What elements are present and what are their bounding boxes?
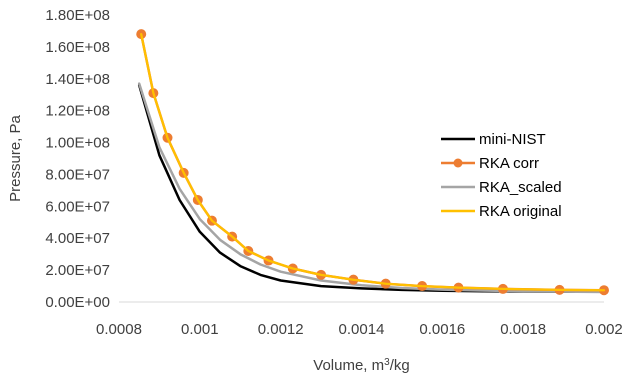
x-tick-label: 0.001: [181, 321, 219, 338]
y-tick-label: 0.00E+00: [45, 294, 110, 311]
y-tick-label: 1.80E+08: [45, 7, 110, 24]
y-tick-label: 1.40E+08: [45, 71, 110, 88]
x-tick-label: 0.0008: [96, 321, 142, 338]
y-tick-label: 6.00E+07: [45, 198, 110, 215]
y-axis-ticks: 0.00E+00 2.00E+07 4.00E+07 6.00E+07 8.00E+07…: [45, 7, 110, 311]
y-tick-label: 1.00E+08: [45, 135, 110, 152]
x-tick-label: 0.0018: [500, 321, 546, 338]
series-layer: [136, 29, 609, 296]
series-rka-original: [140, 32, 606, 292]
series-line: [140, 32, 606, 292]
legend-item: RKA corr: [441, 155, 539, 172]
y-tick-label: 2.00E+07: [45, 262, 110, 279]
legend-label: RKA corr: [479, 155, 539, 172]
y-axis-title: Pressure, Pa: [7, 114, 24, 201]
x-tick-label: 0.0016: [419, 321, 465, 338]
x-axis-title: Volume, m3/kg: [313, 357, 409, 375]
legend-marker: [453, 158, 463, 168]
legend-item: RKA_scaled: [441, 179, 562, 196]
x-tick-label: 0.0012: [258, 321, 304, 338]
y-tick-label: 4.00E+07: [45, 230, 110, 247]
y-tick-label: 1.20E+08: [45, 103, 110, 120]
legend-label: RKA_scaled: [479, 179, 562, 196]
x-tick-label: 0.0014: [339, 321, 385, 338]
x-axis-ticks: 0.0008 0.001 0.0012 0.0014 0.0016 0.0018 0.002: [96, 321, 623, 338]
legend-label: RKA original: [479, 203, 562, 220]
legend-item: RKA original: [441, 203, 562, 220]
legend-label: mini-NIST: [479, 131, 546, 148]
x-tick-label: 0.002: [585, 321, 623, 338]
y-tick-label: 8.00E+07: [45, 166, 110, 183]
legend: mini-NIST RKA corr RKA_scaled RKA original: [441, 131, 562, 220]
legend-item: mini-NIST: [441, 131, 546, 148]
y-tick-label: 1.60E+08: [45, 39, 110, 56]
